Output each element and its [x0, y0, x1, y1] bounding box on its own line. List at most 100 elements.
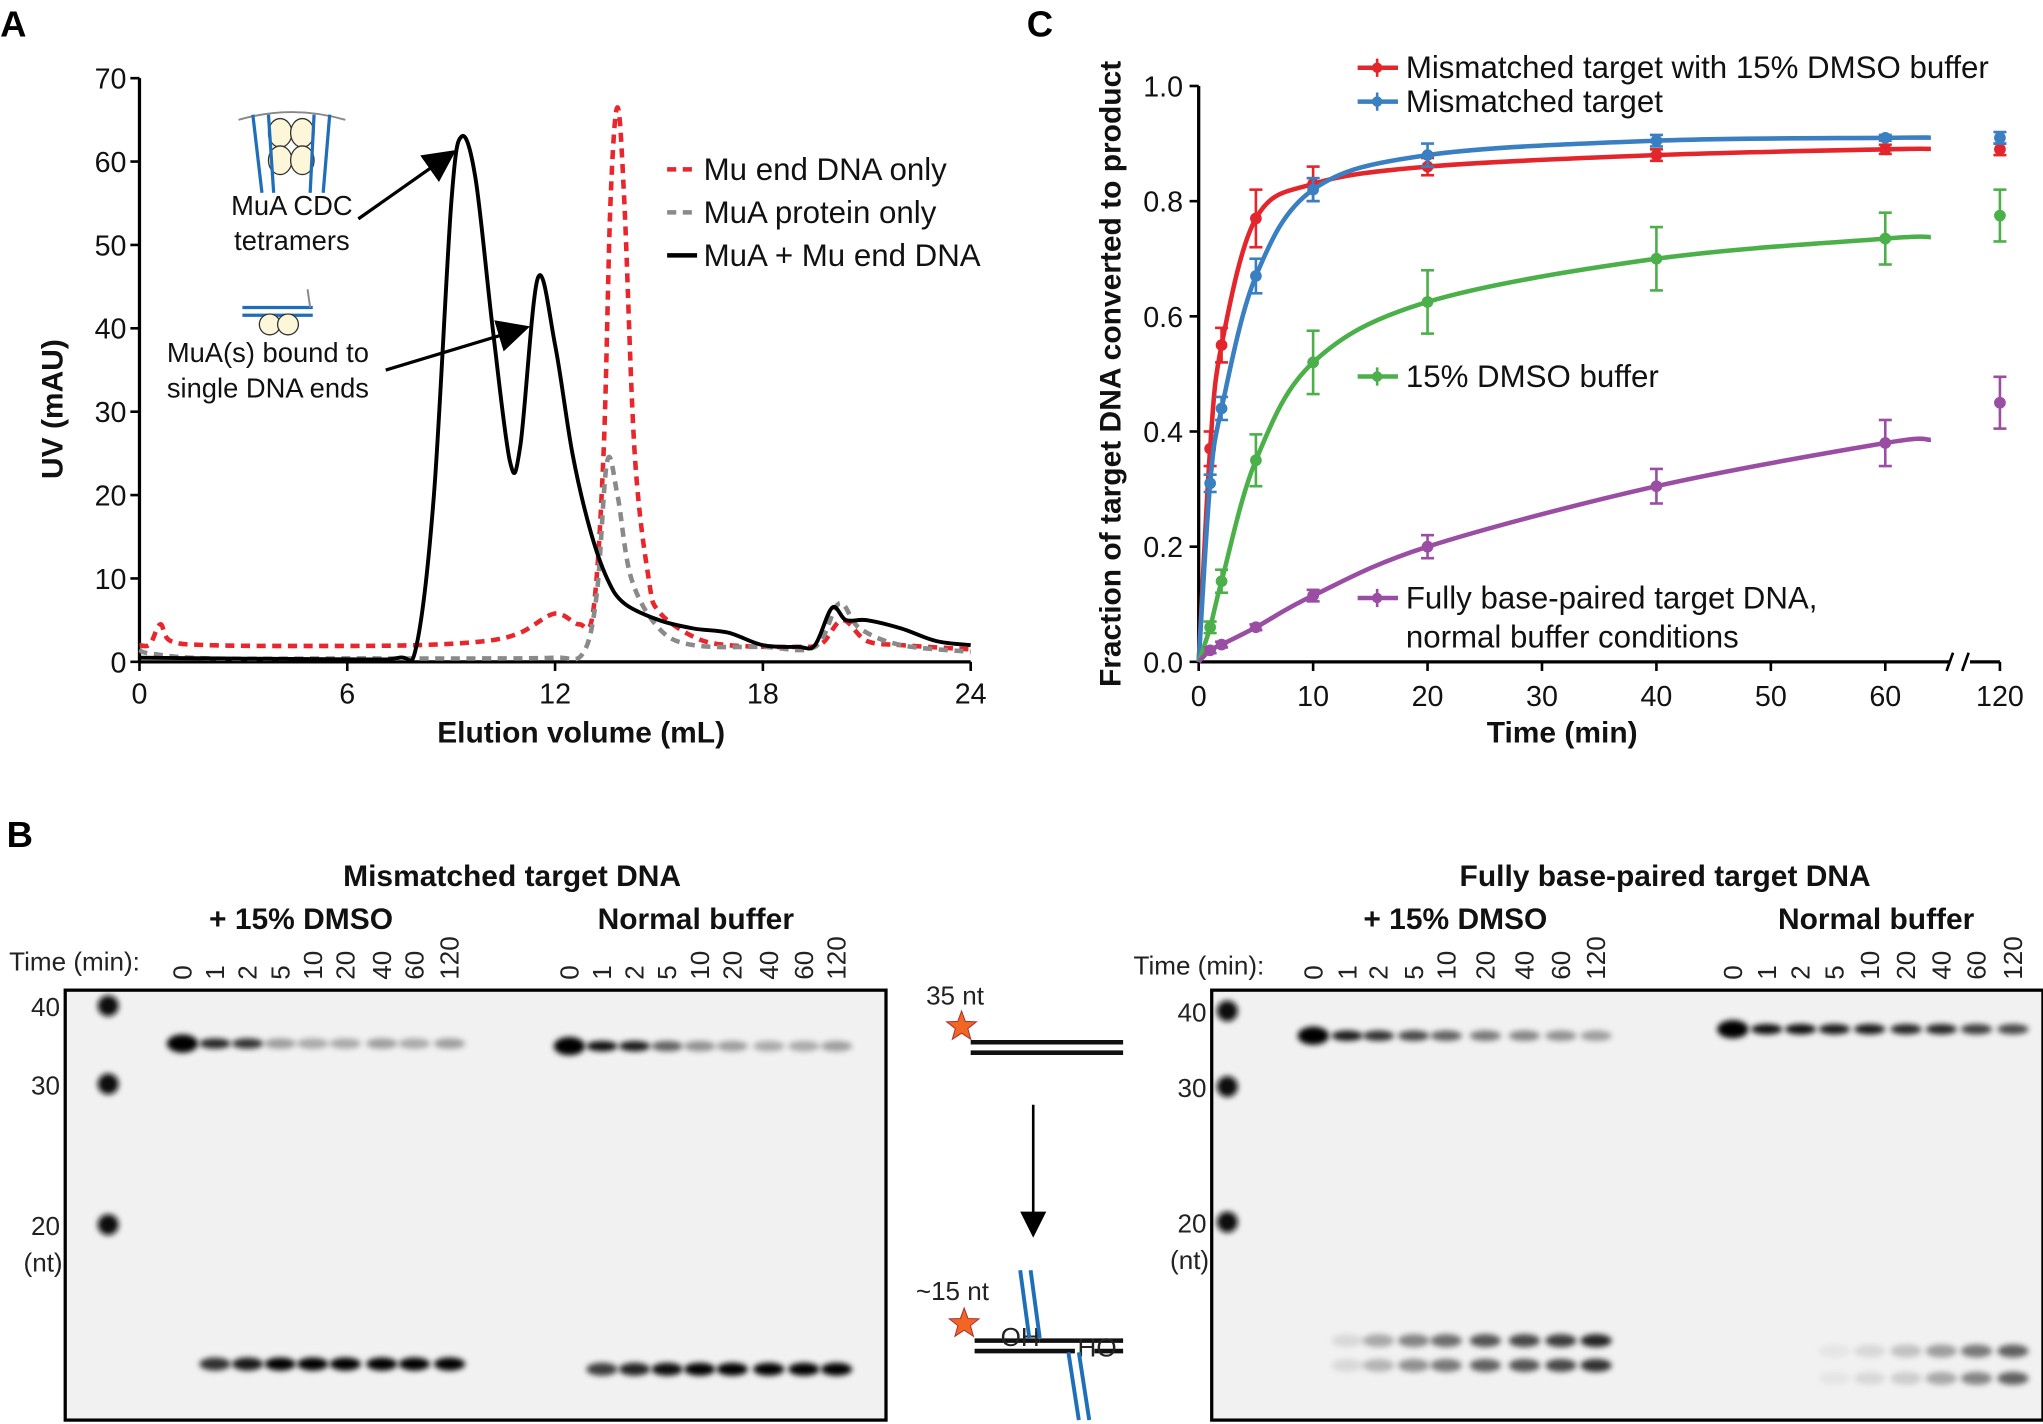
product-band: [329, 1357, 361, 1371]
ladder-band: [97, 1214, 119, 1236]
product-band: [1508, 1358, 1541, 1372]
data-point: [1994, 131, 2006, 144]
size-unit-label: (nt): [24, 1248, 63, 1278]
size-marker-label: 30: [31, 1070, 60, 1100]
product-band: [398, 1357, 431, 1371]
lane-label: 40: [1510, 951, 1540, 980]
lane-label: 5: [652, 965, 682, 980]
data-point: [1204, 477, 1216, 490]
product-band: [1331, 1358, 1363, 1372]
mua-subunit: [289, 117, 315, 148]
series-line-1: [138, 454, 971, 662]
series-1: Mismatched target: [1196, 84, 2007, 662]
legend-label: 15% DMSO buffer: [1406, 359, 1659, 394]
substrate-band: [231, 1038, 264, 1049]
panel-label-c: C: [1027, 3, 1053, 44]
lane-label: 2: [620, 965, 650, 980]
lane-label: 20: [717, 951, 747, 980]
lane-label: 60: [1546, 951, 1576, 980]
mua-subunit: [276, 313, 300, 336]
gel-left-title: Mismatched target DNA: [343, 860, 681, 893]
product-band: [1890, 1371, 1922, 1385]
data-point: [1994, 209, 2006, 222]
legend-swatch-dot: [1371, 62, 1383, 73]
data-point: [1204, 644, 1216, 657]
lane-label: 40: [367, 951, 397, 980]
mua-cdc-tetramer-icon: [238, 111, 346, 194]
substrate-band: [1430, 1030, 1462, 1041]
mu-end-strand: [1028, 1270, 1042, 1339]
substrate-band: [1331, 1030, 1363, 1041]
legend-swatch-dot: [1371, 371, 1383, 382]
substrate-band: [398, 1038, 431, 1049]
product-band: [1997, 1371, 2029, 1385]
data-point: [1215, 339, 1228, 351]
lane-label: 10: [1855, 951, 1885, 980]
product-band: [788, 1362, 820, 1376]
y-tick-label: 60: [95, 147, 127, 179]
substrate-band: [264, 1038, 296, 1049]
lane-label: 10: [685, 951, 715, 980]
legend-label: normal buffer conditions: [1406, 620, 1739, 655]
annotation-text: tetramers: [234, 225, 349, 256]
lane-label: 120: [822, 936, 852, 979]
x-tick-label: 30: [1526, 681, 1558, 713]
x-tick-label: 12: [539, 679, 571, 711]
substrate-band: [1297, 1026, 1329, 1045]
product-band: [1398, 1358, 1430, 1372]
product-band: [1997, 1344, 2029, 1358]
x-tick-label: 0: [1191, 681, 1207, 713]
lane-label: 1: [200, 965, 230, 980]
data-point: [1879, 232, 1892, 245]
x-tick-label: 50: [1755, 681, 1787, 713]
ladder-band: [97, 995, 119, 1017]
product-band: [1818, 1371, 1851, 1385]
substrate-band: [366, 1038, 398, 1049]
size-marker-label: 30: [1178, 1073, 1207, 1103]
gel-image: [63, 988, 888, 1422]
time-label: Time (min):: [1134, 951, 1265, 981]
lane-label: 1: [1332, 965, 1362, 979]
product-band: [1508, 1334, 1541, 1348]
series-line-2: [139, 133, 971, 663]
y-tick-label: 30: [95, 397, 127, 429]
product-band: [1925, 1371, 1957, 1385]
data-point: [1650, 252, 1663, 265]
data-point: [1307, 183, 1319, 196]
gel-image: [1210, 988, 2043, 1422]
data-point: [1250, 212, 1262, 225]
product-band: [716, 1362, 748, 1376]
product-band: [366, 1357, 398, 1371]
data-point: [1250, 621, 1262, 634]
substrate-band: [1784, 1024, 1817, 1035]
y-tick-label: 0: [111, 647, 127, 679]
legend-label: Mu end DNA only: [704, 152, 948, 187]
mua-subunit: [267, 117, 293, 148]
reaction-diagram: 35 nt ~15 nt OH HO: [916, 980, 1124, 1421]
lane-label: 10: [1431, 951, 1461, 980]
dna-flank: [238, 111, 346, 121]
y-tick-label: 20: [95, 481, 127, 513]
gel-frame: [1210, 988, 2043, 1422]
y-tick-label: 0.2: [1143, 532, 1183, 564]
size-marker-label: 40: [1178, 997, 1207, 1027]
lane-label: 20: [1470, 951, 1500, 980]
product-band: [1430, 1358, 1462, 1372]
x-tick-label: 18: [747, 679, 779, 711]
substrate-band: [618, 1040, 651, 1052]
dna-strand: [308, 114, 316, 193]
product-band: [820, 1362, 853, 1376]
substrate-band: [1580, 1030, 1612, 1041]
substrate-band: [1854, 1024, 1886, 1035]
data-point: [1215, 575, 1228, 588]
substrate-band: [1545, 1030, 1577, 1041]
lane-label: 10: [298, 951, 328, 980]
lane-label: 20: [330, 951, 360, 980]
substrate-band: [433, 1038, 466, 1049]
series-3: Fully base-paired target DNA, normal buff…: [1197, 375, 2007, 664]
substrate-band: [1717, 1020, 1749, 1039]
substrate-band: [1362, 1030, 1395, 1041]
substrate-band: [1398, 1030, 1430, 1041]
radiolabel-star-icon: [947, 1306, 981, 1338]
lane-label: 0: [555, 965, 585, 980]
